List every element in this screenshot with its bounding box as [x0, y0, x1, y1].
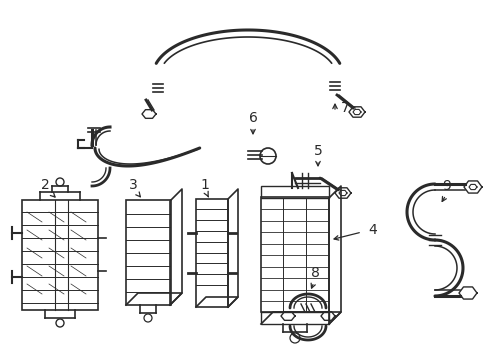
Bar	[126, 200, 171, 305]
Text: 3: 3	[129, 178, 137, 192]
Bar	[261, 186, 329, 198]
Bar	[261, 312, 329, 324]
Bar	[196, 199, 228, 307]
Text: 9: 9	[442, 179, 451, 193]
Bar	[261, 197, 329, 312]
Text: 2: 2	[41, 178, 49, 192]
Text: 1: 1	[200, 178, 209, 192]
Text: 8: 8	[311, 266, 319, 280]
Text: 7: 7	[341, 101, 349, 115]
Bar	[22, 200, 98, 310]
Text: 6: 6	[248, 111, 257, 125]
Text: 4: 4	[368, 223, 377, 237]
Text: 5: 5	[314, 144, 322, 158]
